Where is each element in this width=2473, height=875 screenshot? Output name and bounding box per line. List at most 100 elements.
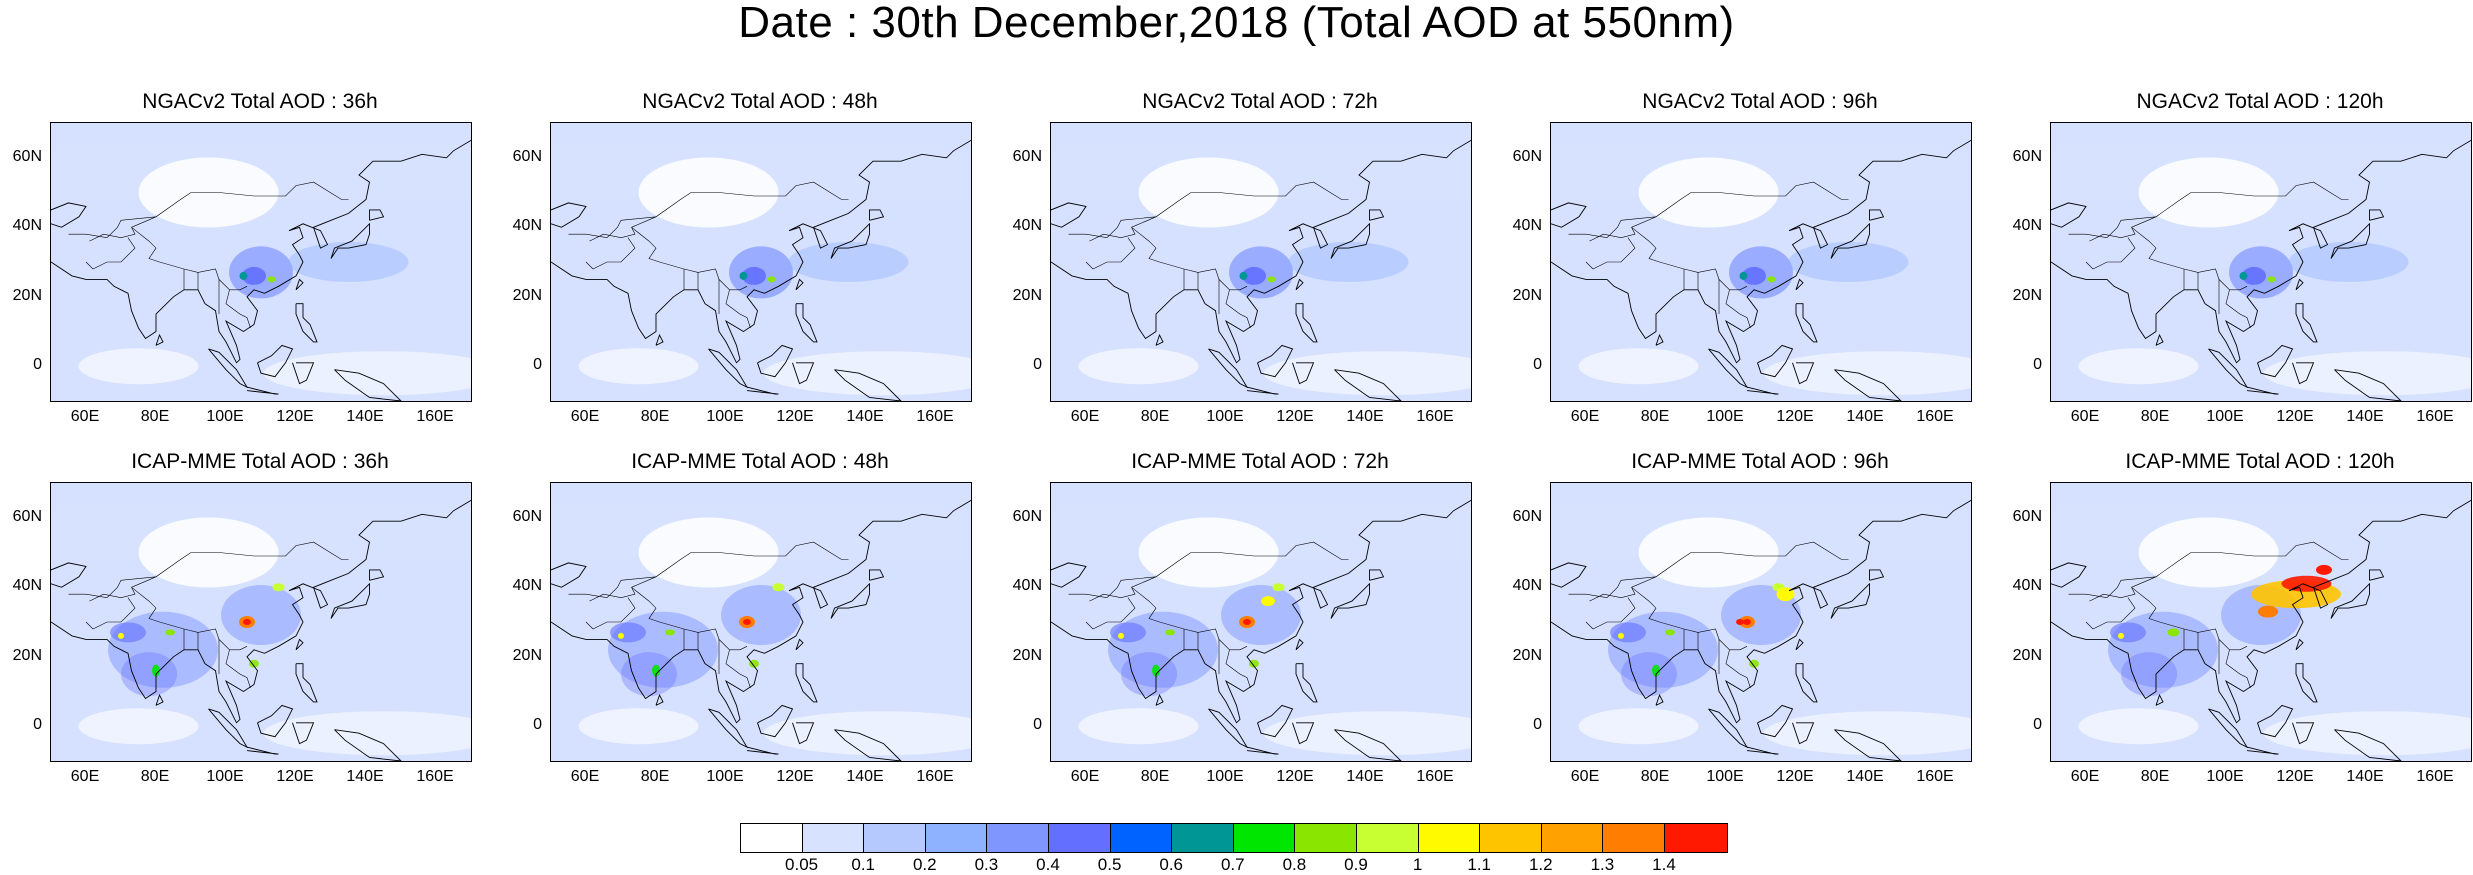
x-tick-label: 60E: [70, 408, 100, 425]
x-tick-label: 120E: [776, 768, 814, 785]
x-tick-label: 120E: [1776, 408, 1814, 425]
y-tick-label: 20N: [1012, 646, 1042, 664]
x-tick-label: 60E: [1070, 408, 1100, 425]
panel-title: NGACv2 Total AOD : 36h: [142, 90, 378, 113]
y-tick-label: 0: [1533, 356, 1542, 374]
panel-title: ICAP-MME Total AOD : 120h: [2125, 450, 2395, 473]
x-tick-label: 120E: [276, 768, 314, 785]
colorbar-swatch: [1295, 824, 1357, 852]
x-tick-label: 60E: [1570, 768, 1600, 785]
colorbar-swatch: [741, 824, 803, 852]
colorbar-label: 0.3: [974, 855, 999, 874]
panel-title: NGACv2 Total AOD : 48h: [642, 90, 878, 113]
colorbar-label: 0.8: [1282, 855, 1307, 874]
x-tick-label: 60E: [2070, 408, 2100, 425]
map-panel: NGACv2 Total AOD : 36h 60N 40N 20N 0 60E 80E 10…: [0, 90, 500, 430]
x-tick-label: 160E: [2416, 408, 2454, 425]
y-tick-label: 20N: [1512, 286, 1542, 304]
colorbar-swatch: [1110, 824, 1173, 852]
colorbar-swatch: [1541, 824, 1604, 852]
x-tick-label: 140E: [346, 408, 384, 425]
x-tick-label: 160E: [916, 768, 954, 785]
x-tick-label: 80E: [2140, 768, 2170, 785]
panel-title: ICAP-MME Total AOD : 96h: [1631, 450, 1889, 473]
x-tick-label: 100E: [206, 768, 244, 785]
panel-title: NGACv2 Total AOD : 96h: [1642, 90, 1878, 113]
x-tick-label: 80E: [2140, 408, 2170, 425]
aod-map: [50, 122, 472, 402]
x-tick-label: 120E: [1776, 768, 1814, 785]
y-tick-label: 40N: [512, 577, 542, 595]
colorbar-label: 1.1: [1467, 855, 1491, 874]
map-panel: NGACv2 Total AOD : 120h 60N 40N 20N 0 60E 80E 1…: [2000, 90, 2473, 430]
y-tick-label: 60N: [12, 147, 42, 165]
x-tick-label: 160E: [1916, 768, 1954, 785]
map-panel: ICAP-MME Total AOD : 48h 60N 40N 20N 0 60E 80E…: [500, 450, 1000, 790]
panel-title: ICAP-MME Total AOD : 72h: [1131, 450, 1389, 473]
y-tick-label: 0: [533, 716, 542, 734]
y-tick-label: 40N: [12, 577, 42, 595]
colorbar-swatch: [1480, 824, 1542, 852]
map-panel: ICAP-MME Total AOD : 72h 60N 40N 20N 0 60E 80E…: [1000, 450, 1500, 790]
colorbar-label: 1.3: [1590, 855, 1615, 874]
map-panel: NGACv2 Total AOD : 96h 60N 40N 20N 0 60E 80E 10…: [1500, 90, 2000, 430]
colorbar-label: 0.5: [1097, 855, 1122, 874]
x-tick-label: 100E: [706, 768, 744, 785]
x-tick-label: 140E: [1846, 768, 1884, 785]
map-panel: ICAP-MME Total AOD : 96h 60N 40N 20N 0 60E 80E…: [1500, 450, 2000, 790]
x-tick-label: 120E: [776, 408, 814, 425]
colorbar-label: 0.2: [912, 855, 937, 874]
colorbar-swatch: [1172, 824, 1234, 852]
x-tick-label: 140E: [846, 408, 884, 425]
x-tick-label: 140E: [1346, 408, 1384, 425]
colorbar-label: 1.4: [1652, 855, 1676, 874]
x-tick-label: 80E: [1140, 768, 1170, 785]
x-tick-label: 60E: [2070, 768, 2100, 785]
y-tick-label: 20N: [2012, 646, 2042, 664]
panel-title: ICAP-MME Total AOD : 36h: [131, 450, 389, 473]
x-tick-label: 160E: [916, 408, 954, 425]
y-tick-label: 20N: [512, 646, 542, 664]
figure-title: Date : 30th December,2018 (Total AOD at …: [738, 0, 1735, 47]
colorbar-swatch: [1603, 824, 1665, 852]
x-tick-label: 160E: [416, 768, 454, 785]
y-tick-label: 20N: [12, 646, 42, 664]
map-panel: NGACv2 Total AOD : 48h 60N 40N 20N 0 60E 80E 10…: [500, 90, 1000, 430]
x-tick-label: 80E: [640, 408, 670, 425]
panel-title: ICAP-MME Total AOD : 48h: [631, 450, 889, 473]
x-tick-label: 120E: [2276, 768, 2314, 785]
x-tick-label: 80E: [1640, 768, 1670, 785]
y-tick-label: 40N: [2012, 217, 2042, 235]
y-tick-label: 60N: [2012, 507, 2042, 525]
x-tick-label: 160E: [416, 408, 454, 425]
colorbar-swatch: [1418, 824, 1481, 852]
map-panel: NGACv2 Total AOD : 72h 60N 40N 20N 0 60E 80E 10…: [1000, 90, 1500, 430]
colorbar-label: 1: [1412, 855, 1423, 874]
y-tick-label: 40N: [1512, 577, 1542, 595]
x-tick-label: 100E: [1706, 768, 1744, 785]
aod-map: [2050, 122, 2472, 402]
x-tick-label: 160E: [1916, 408, 1954, 425]
y-tick-label: 0: [33, 356, 42, 374]
y-tick-label: 20N: [1512, 646, 1542, 664]
colorbar-label: 0.4: [1036, 855, 1060, 874]
y-tick-label: 40N: [1012, 577, 1042, 595]
x-tick-label: 100E: [706, 408, 744, 425]
y-tick-label: 60N: [1512, 507, 1542, 525]
x-tick-label: 60E: [570, 768, 600, 785]
y-tick-label: 60N: [512, 507, 542, 525]
colorbar-swatch: [864, 824, 926, 852]
x-tick-label: 80E: [1140, 408, 1170, 425]
x-tick-label: 60E: [570, 408, 600, 425]
y-tick-label: 60N: [1012, 507, 1042, 525]
colorbar-swatch: [1233, 824, 1296, 852]
aod-map: [1050, 482, 1472, 762]
x-tick-label: 60E: [1070, 768, 1100, 785]
x-tick-label: 100E: [1206, 408, 1244, 425]
colorbar-swatch: [987, 824, 1049, 852]
colorbar-label: 0.9: [1344, 855, 1368, 874]
y-tick-label: 40N: [1012, 217, 1042, 235]
x-tick-label: 140E: [1346, 768, 1384, 785]
panel-title: NGACv2 Total AOD : 120h: [2136, 90, 2384, 113]
x-tick-label: 120E: [1276, 768, 1314, 785]
